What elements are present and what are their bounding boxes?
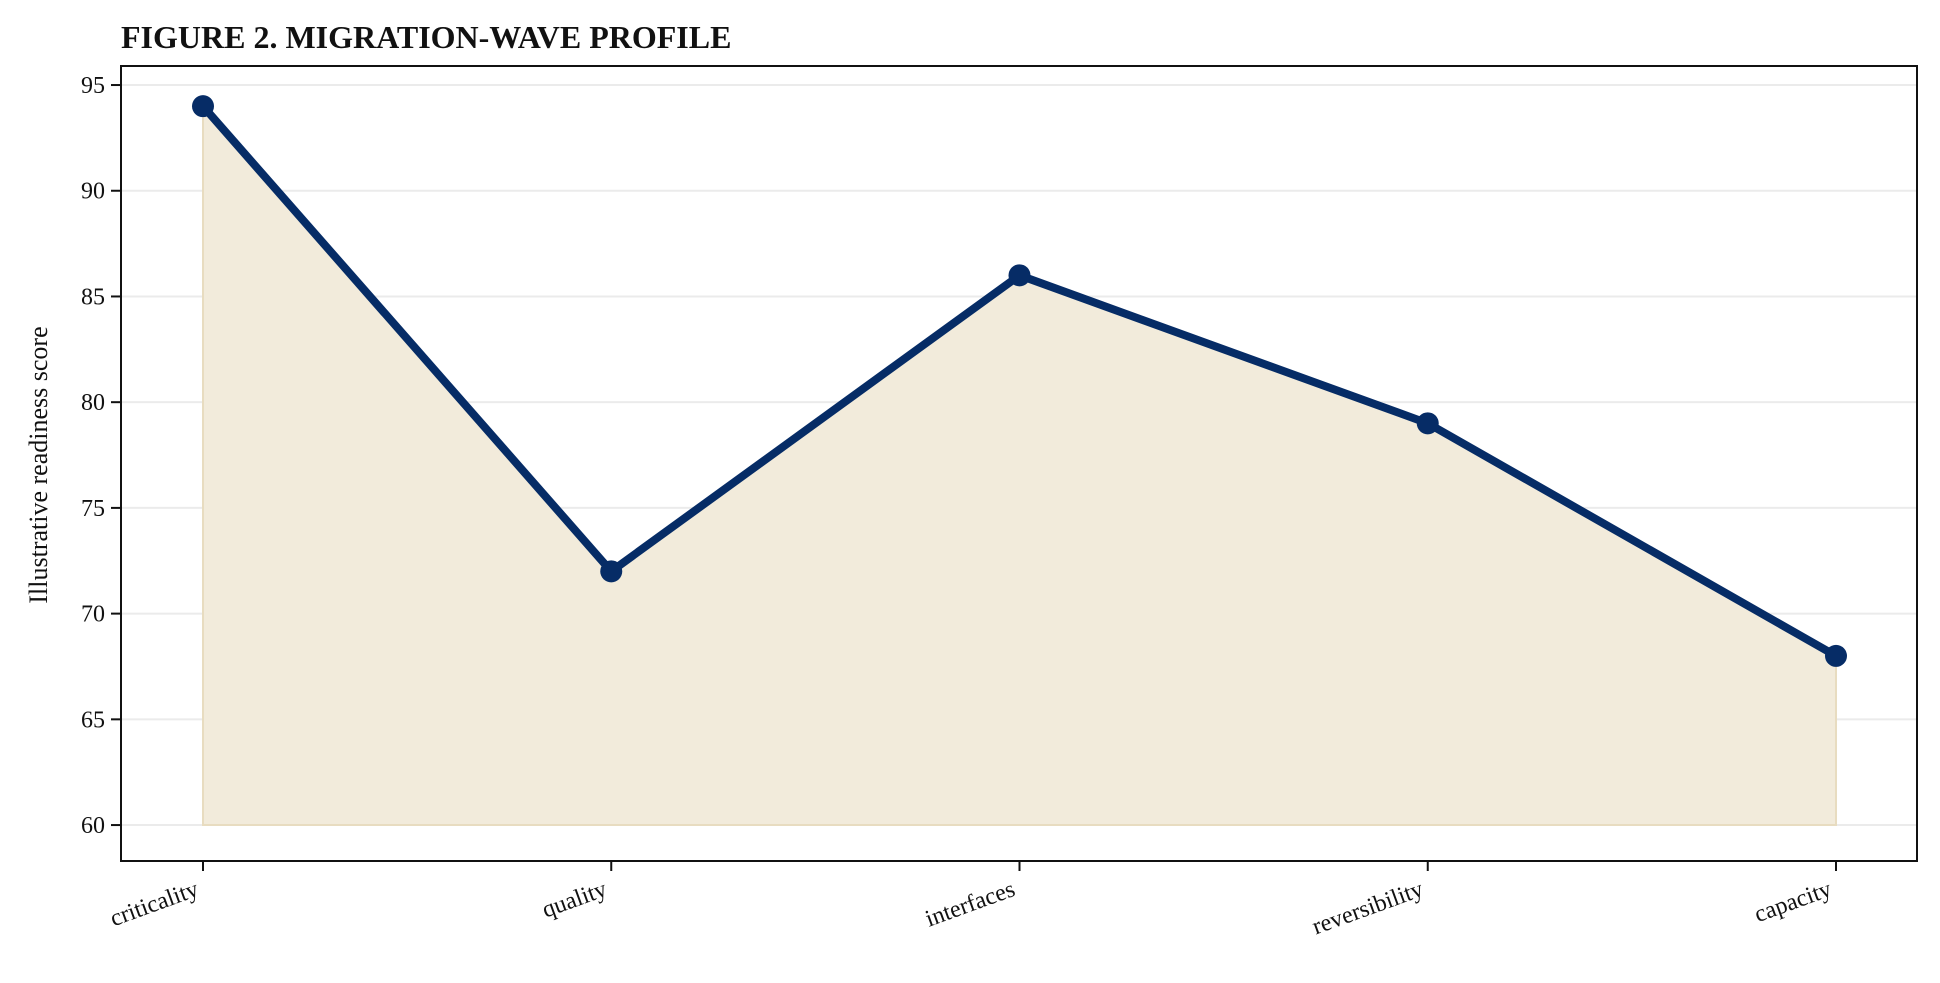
y-tick-label: 95 [81, 73, 105, 99]
x-axis: criticality quality interfaces reversibilit… [107, 861, 1837, 940]
x-tick-label: criticality [107, 876, 202, 932]
y-tick-label: 90 [81, 179, 105, 205]
area-shape [202, 103, 1837, 827]
data-point-quality [600, 560, 623, 583]
x-tick-label: reversibility [1309, 876, 1427, 940]
y-tick-label: 60 [81, 813, 105, 839]
data-point-reversibility [1416, 412, 1439, 435]
x-tick-label: capacity [1751, 876, 1835, 928]
data-point-interfaces [1008, 264, 1031, 287]
x-tick-label: quality [539, 876, 611, 923]
y-tick-label: 80 [81, 390, 105, 416]
y-axis-label: Illustrative readiness score [24, 326, 53, 603]
area-fill [202, 103, 1837, 827]
y-tick-label: 65 [81, 707, 105, 733]
data-point-capacity [1825, 644, 1847, 667]
y-tick-label: 70 [81, 602, 105, 628]
data-point-criticality [192, 95, 214, 118]
y-tick-label: 85 [81, 284, 105, 310]
x-tick-label: interfaces [922, 876, 1019, 932]
y-tick-label: 75 [81, 496, 105, 522]
y-axis: 60 65 70 75 80 85 90 95 [81, 73, 121, 839]
data-series [192, 95, 1847, 667]
chart-title: FIGURE 2. MIGRATION-WAVE PROFILE [121, 19, 731, 55]
plot-frame [120, 65, 1918, 862]
